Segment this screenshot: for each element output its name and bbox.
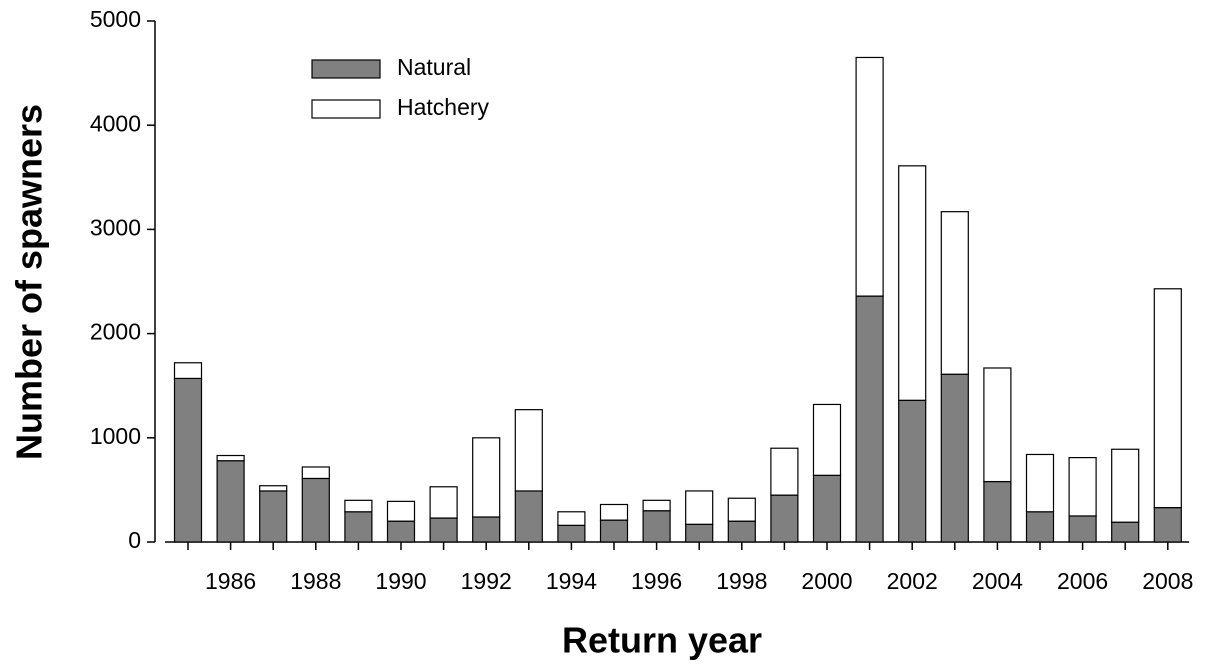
x-axis-title: Return year [562,620,762,661]
bar-segment [770,447,799,496]
bar-segment [557,511,586,526]
bar-segment [472,516,501,543]
bar-segment [216,460,245,543]
bar-segment [259,490,288,543]
bar-segment [727,497,756,522]
x-tick-label: 1998 [716,568,767,594]
bar-segment [599,519,629,543]
bar-segment [514,409,543,492]
x-tick-label: 1994 [546,568,597,594]
bar-segment [429,486,458,519]
y-tick-label: 1000 [90,423,141,449]
bar-segment [727,520,756,543]
x-tick-label: 1992 [461,568,512,594]
bar-segment [940,373,969,543]
bar-segment [472,437,501,518]
bar-segment [855,295,884,543]
legend-swatch [311,59,381,79]
x-tick-label: 1990 [375,568,426,594]
bar-segment [429,517,458,543]
bar-segment [386,500,416,522]
bar-segment [855,56,884,297]
bar-segment [1153,288,1182,509]
bar-segment [685,490,714,525]
x-tick-label: 2004 [972,568,1023,594]
bar-segment [642,510,671,543]
bar-segment [1111,448,1140,523]
bar-segment [898,165,927,401]
bar-segment [685,523,714,543]
y-tick-label: 4000 [90,110,141,136]
y-tick-label: 0 [128,527,141,553]
bar-segment [1025,511,1055,543]
x-tick-label: 1986 [205,568,256,594]
bar-segment [983,480,1012,543]
x-tick-label: 1988 [290,568,341,594]
bar-segment [173,377,203,543]
bar-segment [599,503,629,521]
y-axis-title: Number of spawners [9,104,50,460]
legend-label: Hatchery [397,94,490,120]
y-tick-label: 3000 [90,214,141,240]
bar-segment [1111,521,1140,543]
y-tick-label: 5000 [90,6,141,32]
bar-segment [770,494,799,543]
bar-segment [812,474,842,543]
bar-segment [642,499,671,512]
bar-segment [1068,456,1097,517]
bar-segment [1025,453,1055,513]
x-tick-label: 2000 [801,568,852,594]
bar-segment [983,367,1012,483]
bar-segment [812,403,842,476]
bar-segment [301,477,330,543]
bar-segment [259,485,288,492]
bar-segment [344,511,373,543]
bar-segment [173,362,203,380]
bar-segment [940,211,969,375]
bar-segment [216,454,245,462]
bar-segment [344,499,373,513]
bar-segment [557,524,586,543]
bar-segment [898,399,927,543]
x-tick-label: 2006 [1057,568,1108,594]
bar-segment [1068,515,1097,543]
bar-segment [514,490,543,543]
legend-swatch [311,99,381,119]
bar-segment [1153,507,1182,543]
x-tick-label: 2002 [887,568,938,594]
bar-segment [386,520,416,543]
bar-segment [301,466,330,480]
x-tick-label: 1996 [631,568,682,594]
x-tick-label: 2008 [1142,568,1193,594]
legend-label: Natural [397,54,471,80]
y-tick-label: 2000 [90,319,141,345]
